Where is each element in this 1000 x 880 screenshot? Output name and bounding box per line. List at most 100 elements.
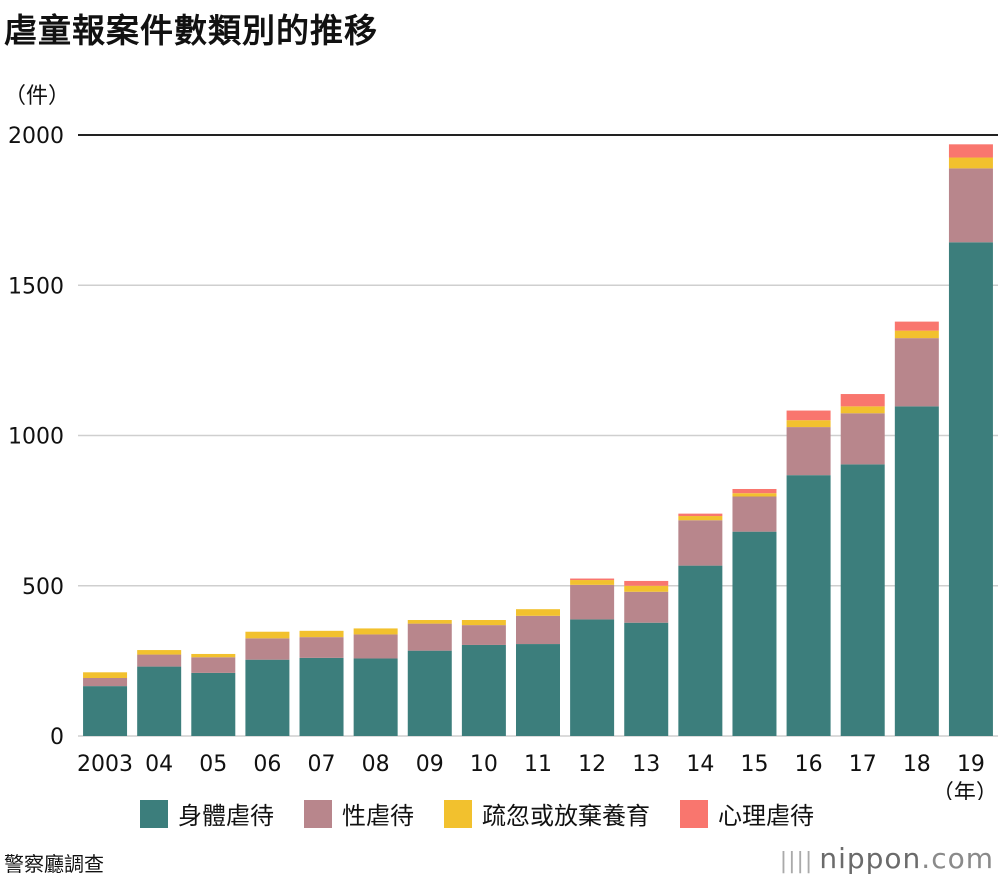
bar-segment [732,531,777,736]
legend-item: 疏忽或放棄養育 [444,796,650,831]
x-tick-label: 07 [308,752,336,777]
bar-segment [894,330,939,339]
x-tick-label: 19 [957,752,985,777]
y-tick-label: 1000 [8,425,64,450]
bar-segment [840,406,885,414]
bar-segment [570,619,615,736]
x-unit-label: （年） [932,781,998,800]
bar-segment [570,580,615,585]
legend-label: 身體虐待 [178,802,274,830]
bar-segment [83,678,128,687]
bar-segment [786,427,831,476]
y-tick-label: 0 [50,725,64,750]
bar-segment [245,659,290,736]
x-tick-label: 15 [740,752,768,777]
bar-segment [624,622,669,736]
bar-segment [461,625,506,645]
legend-item: 身體虐待 [140,796,274,831]
bar-segment [678,565,723,736]
x-tick-label: 08 [362,752,390,777]
bar-segment [191,657,236,673]
x-tick-label: 2003 [77,752,133,777]
bar-segment [840,394,885,407]
legend-label: 性虐待 [342,802,414,830]
bar-segment [353,658,398,736]
bar-segment [407,650,452,736]
bar-segment [299,657,344,736]
bar-segment [137,654,182,667]
legend-item: 心理虐待 [680,796,814,831]
bar-segment [894,338,939,407]
y-unit-label: （件） [4,84,71,109]
x-tick-label: 11 [524,752,552,777]
bar-segment [353,628,398,635]
bar-segment [191,672,236,736]
bar-segment [624,580,669,586]
bar-segment [137,666,182,736]
legend-swatch [304,799,332,828]
bar-segment [245,631,290,639]
x-tick-label: 14 [686,752,714,777]
bar-segment [624,591,669,623]
bar-segment [624,585,669,592]
legend: 身體虐待 性虐待 疏忽或放棄養育 心理虐待 [140,796,814,831]
bar-segment [516,615,560,645]
x-tick-label: 09 [416,752,444,777]
bar-segment [83,672,128,679]
brand-logo: |||| nippon.com [780,842,994,875]
bar-segment [461,644,506,736]
bar-segment [786,475,831,736]
bar-segment [894,406,939,736]
x-tick-label: 10 [470,752,498,777]
bar-segment [245,638,290,660]
x-tick-label: 12 [578,752,606,777]
bar-chart: 0 500 1000 1500 2000 2003 04 05 06 07 08 09 10 11 12 13… [8,124,998,800]
bar-segment [948,157,993,169]
bar-segment [407,623,452,651]
bar-segment [732,488,777,494]
bar-segment [83,686,128,736]
y-tick-label: 1500 [8,274,64,299]
x-tick-label: 16 [795,752,823,777]
bar-segment [516,644,560,736]
bar-segment [786,420,831,428]
legend-item: 性虐待 [304,796,414,831]
bar-segment [353,634,398,659]
bar-segment [137,650,182,655]
brand-suffix: .com [921,842,994,875]
x-tick-label: 13 [632,752,660,777]
legend-label: 疏忽或放棄養育 [482,802,650,830]
bar-segment [678,513,723,517]
bar-segment [516,609,560,616]
bar-segment [786,410,831,421]
bar-segment [948,168,993,243]
bar-segment [840,413,885,465]
legend-label: 心理虐待 [718,802,814,830]
legend-swatch [680,799,708,828]
y-tick-label: 2000 [8,124,64,149]
x-tick-label: 05 [199,752,227,777]
bar-segment [948,144,993,158]
legend-swatch [140,799,168,828]
x-tick-label: 18 [903,752,931,777]
bar-segment [678,520,723,566]
bar-segment [299,637,344,658]
bar-segment [570,578,615,581]
x-tick-label: 17 [849,752,877,777]
bar-segment [570,584,615,620]
bar-segment [840,464,885,736]
source-note: 警察廳調查 [4,852,104,876]
bar-segment [299,630,344,638]
bar-segment [732,496,777,532]
brand-name: nippon [819,842,922,875]
bar-segment [678,516,723,521]
chart-title: 虐童報案件數類別的推移 [4,11,378,50]
bar-segment [948,242,993,736]
bar-segment [894,321,939,331]
y-tick-label: 500 [22,575,64,600]
x-tick-label: 06 [253,752,281,777]
bar-segment [191,653,236,658]
x-tick-label: 04 [145,752,173,777]
brand-mark-icon: |||| [779,849,814,874]
bar-segment [407,620,452,624]
